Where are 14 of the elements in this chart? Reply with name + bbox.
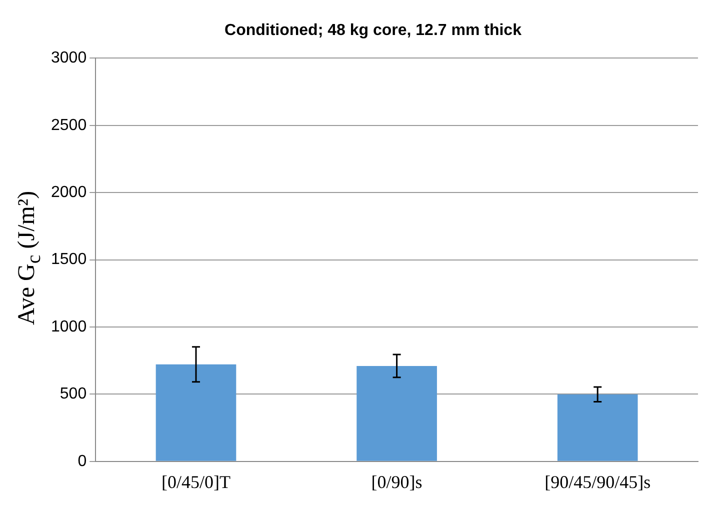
- bar: [356, 366, 437, 461]
- x-tick-label: [0/90]s: [371, 472, 422, 492]
- bar: [557, 394, 638, 461]
- y-tick-label: 2000: [51, 184, 87, 202]
- x-tick-label: [0/45/0]T: [161, 472, 230, 492]
- y-tick-label: 0: [78, 452, 87, 470]
- y-tick-label: 1000: [51, 318, 87, 336]
- x-tick-label: [90/45/90/45]s: [544, 472, 651, 492]
- y-tick-label: 500: [60, 386, 87, 403]
- chart-title: Conditioned; 48 kg core, 12.7 mm thick: [224, 22, 522, 40]
- y-tick-label: 3000: [51, 50, 87, 67]
- y-tick-label: 2500: [51, 116, 87, 134]
- y-tick-label: 1500: [51, 251, 87, 268]
- bar: [156, 364, 236, 461]
